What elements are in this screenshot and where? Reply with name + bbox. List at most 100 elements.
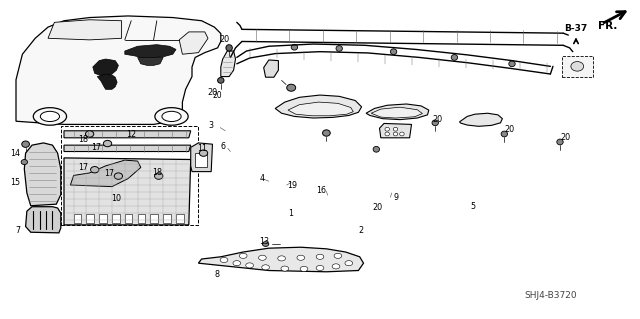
Text: 16: 16 [316, 186, 326, 195]
Text: 20: 20 [219, 35, 229, 44]
Text: 17: 17 [78, 163, 88, 172]
Bar [112, 214, 120, 223]
Ellipse shape [104, 140, 112, 147]
Bar [86, 214, 94, 223]
Text: 18: 18 [152, 168, 163, 177]
Ellipse shape [239, 253, 247, 258]
Ellipse shape [218, 78, 224, 83]
Polygon shape [221, 51, 236, 77]
Bar [163, 214, 171, 223]
Ellipse shape [390, 49, 397, 55]
Ellipse shape [21, 160, 28, 165]
Bar [61, 126, 198, 225]
Ellipse shape [557, 139, 563, 145]
Text: FR.: FR. [598, 21, 618, 31]
Polygon shape [125, 45, 176, 57]
Ellipse shape [316, 254, 324, 259]
Text: 19: 19 [287, 181, 297, 189]
Ellipse shape [262, 265, 269, 270]
Ellipse shape [385, 127, 389, 131]
Ellipse shape [334, 253, 342, 258]
Ellipse shape [451, 55, 458, 60]
Text: 20: 20 [504, 125, 515, 134]
Polygon shape [93, 59, 118, 76]
Polygon shape [264, 60, 278, 77]
Text: B-37: B-37 [564, 24, 588, 33]
Polygon shape [288, 102, 353, 116]
Bar [99, 214, 107, 223]
Bar [74, 214, 81, 223]
Text: 10: 10 [111, 194, 122, 203]
Bar [138, 214, 145, 223]
Ellipse shape [287, 84, 296, 91]
Polygon shape [70, 160, 141, 187]
Polygon shape [97, 74, 117, 89]
Ellipse shape [501, 131, 508, 137]
Text: 11: 11 [197, 144, 207, 153]
Ellipse shape [432, 120, 438, 126]
Ellipse shape [22, 141, 29, 147]
Text: 13: 13 [259, 237, 269, 246]
Polygon shape [48, 20, 122, 40]
Ellipse shape [393, 127, 398, 131]
Text: 5: 5 [470, 202, 476, 211]
Ellipse shape [115, 173, 123, 179]
Polygon shape [198, 247, 364, 272]
Ellipse shape [278, 256, 285, 261]
Text: 8: 8 [214, 271, 220, 279]
Polygon shape [64, 145, 191, 152]
Polygon shape [24, 143, 61, 206]
Ellipse shape [91, 167, 99, 173]
Text: 20: 20 [560, 133, 570, 142]
Text: 4: 4 [259, 174, 264, 183]
Ellipse shape [155, 173, 163, 179]
Ellipse shape [345, 261, 353, 266]
Text: 20: 20 [212, 91, 223, 100]
Polygon shape [275, 95, 362, 118]
Ellipse shape [259, 255, 266, 260]
Text: 17: 17 [91, 143, 101, 152]
Ellipse shape [385, 132, 389, 136]
Ellipse shape [316, 265, 324, 271]
Text: 20: 20 [432, 115, 442, 124]
Text: 17: 17 [104, 169, 114, 178]
Ellipse shape [571, 62, 584, 71]
Text: 14: 14 [10, 149, 20, 158]
Text: 20: 20 [207, 88, 218, 97]
Text: SHJ4-B3720: SHJ4-B3720 [525, 291, 577, 300]
Polygon shape [366, 104, 429, 120]
Text: 18: 18 [78, 135, 88, 144]
Polygon shape [179, 32, 208, 54]
Ellipse shape [399, 132, 404, 136]
Bar [125, 214, 132, 223]
Ellipse shape [291, 44, 298, 50]
Ellipse shape [332, 264, 340, 269]
Ellipse shape [393, 132, 398, 136]
Ellipse shape [40, 111, 60, 122]
Ellipse shape [233, 261, 241, 266]
Text: 15: 15 [10, 178, 20, 187]
Text: 1: 1 [288, 209, 293, 218]
Ellipse shape [200, 150, 207, 156]
Bar [176, 214, 184, 223]
Ellipse shape [155, 108, 188, 125]
Polygon shape [64, 158, 191, 225]
Polygon shape [16, 16, 221, 124]
Ellipse shape [281, 266, 289, 271]
Polygon shape [380, 123, 412, 138]
Ellipse shape [220, 257, 228, 263]
Ellipse shape [226, 45, 232, 51]
Bar [195, 153, 207, 167]
Polygon shape [64, 131, 191, 138]
Ellipse shape [300, 266, 308, 271]
Polygon shape [26, 207, 61, 233]
Ellipse shape [86, 131, 94, 137]
Polygon shape [371, 107, 422, 118]
Ellipse shape [336, 46, 342, 51]
Ellipse shape [323, 130, 330, 136]
Text: 6: 6 [220, 142, 225, 151]
Ellipse shape [162, 111, 181, 122]
Polygon shape [138, 57, 163, 65]
Polygon shape [460, 113, 502, 126]
Ellipse shape [33, 108, 67, 125]
